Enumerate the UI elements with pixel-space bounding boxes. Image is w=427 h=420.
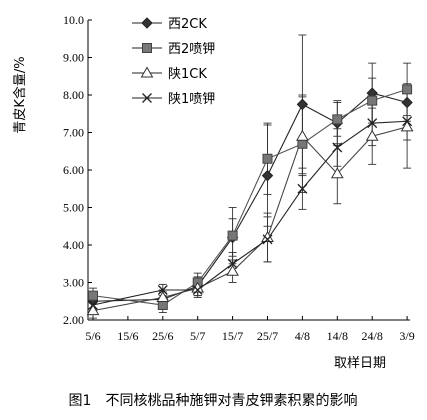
data-point-marker	[262, 153, 273, 164]
data-point-marker	[227, 230, 238, 241]
x-tick-labels: 5/6 15/6 25/6 5/7 15/7 25/7 4/8 14/8 24/8 3/9	[85, 329, 414, 343]
legend-label: 西2喷钾	[168, 42, 215, 57]
data-point-marker	[156, 291, 170, 302]
data-point-marker	[330, 167, 344, 179]
data-point-marker	[296, 129, 309, 141]
y-tick-label: 7.00	[63, 126, 84, 140]
data-point-marker	[157, 285, 168, 295]
y-tick-label: 9.00	[63, 51, 84, 65]
y-tick-label: 5.00	[63, 201, 84, 215]
x-tick-label: 24/8	[362, 329, 383, 343]
y-tick-labels: 2.00 3.00 4.00 5.00 6.00 7.00 8.00 9.00 10.0	[63, 13, 84, 327]
legend-marker	[142, 93, 152, 103]
legend-marker	[140, 66, 154, 78]
y-tick-label: 3.00	[63, 276, 84, 290]
data-point-marker	[332, 114, 343, 125]
data-point-marker	[401, 96, 413, 109]
x-tick-label: 5/7	[190, 329, 205, 343]
data-point-marker	[367, 118, 378, 129]
data-point-marker	[88, 300, 98, 310]
legend-label: 陕1喷钾	[168, 92, 215, 107]
data-point-marker	[365, 129, 379, 141]
data-point-marker	[402, 116, 413, 127]
y-tick-label: 8.00	[63, 88, 84, 102]
x-tick-label: 3/9	[399, 329, 414, 343]
series-lines	[92, 88, 408, 312]
data-point-marker	[192, 285, 203, 295]
x-tick-label: 4/8	[295, 329, 310, 343]
data-point-marker	[86, 304, 100, 316]
data-point-marker	[402, 84, 413, 95]
legend-entry: 陕1CK	[132, 66, 207, 82]
x-tick-label: 5/6	[85, 329, 100, 343]
axes	[87, 19, 410, 321]
data-point-marker	[400, 120, 414, 132]
x-tick-label: 25/7	[257, 329, 278, 343]
y-tick-label: 4.00	[63, 238, 84, 252]
data-point-marker	[332, 142, 343, 153]
legend-marker	[142, 43, 152, 53]
data-point-marker	[226, 264, 239, 276]
legend-label: 西2CK	[168, 17, 207, 32]
data-point-marker	[262, 234, 273, 245]
data-point-marker	[367, 95, 378, 106]
series-line	[92, 88, 408, 306]
figure-caption: 图1 不同核桃品种施钾对青皮钾素积累的影响	[69, 393, 358, 409]
y-tick-label: 10.0	[63, 13, 84, 27]
legend-entry: 西2CK	[132, 17, 207, 32]
x-tick-label: 15/6	[117, 329, 138, 343]
y-tick-label: 6.00	[63, 163, 84, 177]
y-axis-label: 青皮K含量/%	[12, 56, 28, 133]
error-bars	[89, 34, 412, 319]
y-tick-label: 2.00	[63, 313, 84, 327]
series-line	[92, 126, 408, 312]
legend-marker	[141, 17, 153, 29]
data-point-marker	[88, 290, 98, 301]
x-tick-label: 14/8	[327, 329, 348, 343]
data-point-marker	[261, 169, 274, 182]
legend-entry: 陕1喷钾	[132, 92, 215, 107]
x-tick-label: 15/7	[222, 329, 243, 343]
legend-entry: 西2喷钾	[132, 42, 215, 57]
series-markers	[86, 84, 414, 316]
data-point-marker	[297, 183, 308, 194]
data-point-marker	[296, 98, 309, 111]
x-axis-label: 取样日期	[334, 356, 386, 371]
legend-label: 陕1CK	[168, 67, 207, 82]
x-tick-label: 25/6	[152, 329, 173, 343]
data-point-marker	[227, 258, 238, 269]
